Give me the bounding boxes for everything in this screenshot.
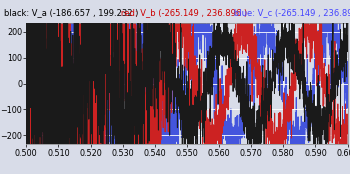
Text: blue: V_c (-265.149 , 236.896 ): blue: V_c (-265.149 , 236.896 ): [226, 9, 350, 18]
Text: red: V_b (-265.149 , 236.896 ): red: V_b (-265.149 , 236.896 ): [113, 9, 247, 18]
Text: black: V_a (-186.657 , 199.232 ): black: V_a (-186.657 , 199.232 ): [4, 9, 138, 18]
